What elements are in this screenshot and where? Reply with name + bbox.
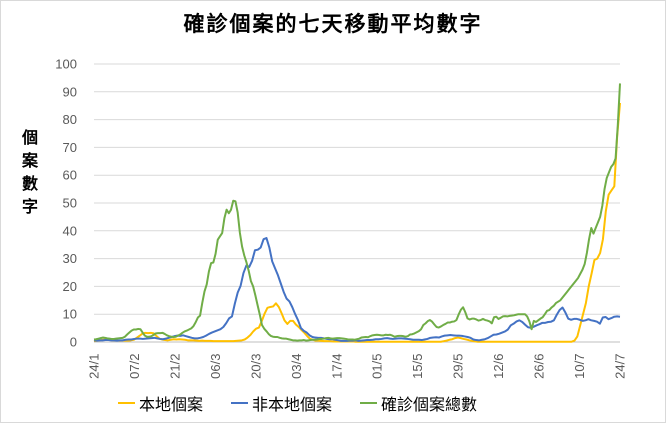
series-line-1 [93, 237, 621, 342]
chart-title: 確診個案的七天移動平均數字 [183, 11, 483, 36]
x-tick-label: 17/4 [329, 354, 344, 379]
y-tick-label: 20 [63, 279, 77, 294]
y-tick-label: 100 [55, 57, 77, 72]
legend-swatch [231, 402, 249, 404]
legend-item: 本地個案 [118, 391, 203, 415]
x-tick-label: 01/5 [370, 354, 385, 379]
y-axis-label-char: 個 [21, 128, 38, 147]
x-tick-label: 15/5 [410, 354, 425, 379]
x-tick-label: 03/4 [289, 354, 304, 379]
legend-swatch [118, 402, 135, 404]
y-tick-label: 70 [63, 140, 77, 155]
legend-item: 確診個案總數 [360, 391, 477, 415]
legend-label: 本地個案 [139, 395, 204, 414]
x-tick-label: 26/6 [532, 354, 547, 379]
y-axis-label-char: 案 [21, 151, 38, 170]
y-tick-label: 80 [63, 112, 77, 127]
legend-item: 非本地個案 [231, 391, 332, 415]
legend-label: 非本地個案 [252, 395, 333, 414]
y-axis-label: 個案數字 [19, 126, 41, 218]
series-line-0 [93, 102, 621, 343]
y-tick-label: 40 [63, 223, 77, 238]
y-tick-label: 0 [70, 335, 77, 350]
y-tick-label: 10 [63, 307, 77, 322]
x-tick-label: 29/5 [451, 354, 466, 379]
series-lines [93, 83, 621, 343]
y-tick-label: 50 [63, 196, 77, 211]
x-tick-label: 06/3 [208, 354, 223, 379]
y-tick-labels: 0 10 20 30 40 50 60 70 80 90 100 [55, 57, 77, 350]
legend-swatch [360, 402, 378, 404]
x-tick-labels: 24/1 07/2 21/2 06/3 20/3 03/4 17/4 01/5 15/5 29/5… [87, 353, 628, 378]
x-tick-label: 12/6 [491, 353, 506, 378]
x-tick-label: 07/2 [127, 354, 142, 379]
gridlines [94, 63, 620, 343]
y-tick-label: 60 [63, 168, 77, 183]
y-tick-label: 90 [63, 84, 77, 99]
y-tick-label: 30 [63, 251, 77, 266]
legend-label: 確診個案總數 [381, 395, 478, 414]
y-axis-label-char: 字 [21, 197, 38, 216]
x-tick-label: 10/7 [572, 354, 587, 379]
x-tick-label: 24/1 [87, 354, 102, 379]
x-tick-label: 24/7 [613, 354, 628, 379]
x-tick-label: 21/2 [167, 354, 182, 379]
series-line-2 [93, 83, 621, 342]
x-tick-label: 20/3 [248, 354, 263, 379]
legend: 本地個案 非本地個案 確診個案總數 [118, 392, 505, 414]
y-axis-label-char: 數 [21, 174, 38, 193]
